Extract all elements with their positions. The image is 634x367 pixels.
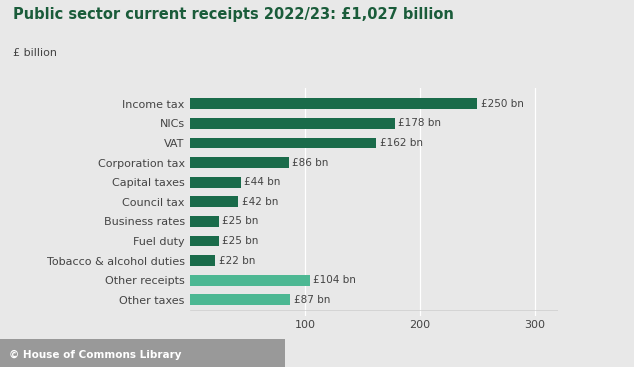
Bar bbox=[190, 177, 241, 188]
Text: £87 bn: £87 bn bbox=[294, 295, 330, 305]
Bar bbox=[190, 255, 216, 266]
Bar bbox=[190, 118, 395, 129]
Text: Public sector current receipts 2022/23: £1,027 billion: Public sector current receipts 2022/23: … bbox=[13, 7, 453, 22]
Text: £25 bn: £25 bn bbox=[223, 217, 259, 226]
Text: £104 bn: £104 bn bbox=[313, 275, 356, 285]
Text: £250 bn: £250 bn bbox=[481, 99, 524, 109]
Bar bbox=[190, 216, 219, 227]
Bar bbox=[190, 275, 309, 286]
Bar bbox=[190, 138, 377, 148]
Text: £162 bn: £162 bn bbox=[380, 138, 423, 148]
Text: £42 bn: £42 bn bbox=[242, 197, 278, 207]
Text: £178 bn: £178 bn bbox=[398, 119, 441, 128]
Text: £ billion: £ billion bbox=[13, 48, 56, 58]
Bar bbox=[190, 157, 289, 168]
Bar bbox=[190, 236, 219, 247]
Text: £44 bn: £44 bn bbox=[244, 177, 281, 187]
Text: £86 bn: £86 bn bbox=[292, 158, 329, 168]
Text: £22 bn: £22 bn bbox=[219, 256, 256, 266]
Bar bbox=[190, 196, 238, 207]
Bar bbox=[190, 294, 290, 305]
Text: © House of Commons Library: © House of Commons Library bbox=[8, 350, 181, 360]
Bar bbox=[190, 98, 477, 109]
Text: £25 bn: £25 bn bbox=[223, 236, 259, 246]
